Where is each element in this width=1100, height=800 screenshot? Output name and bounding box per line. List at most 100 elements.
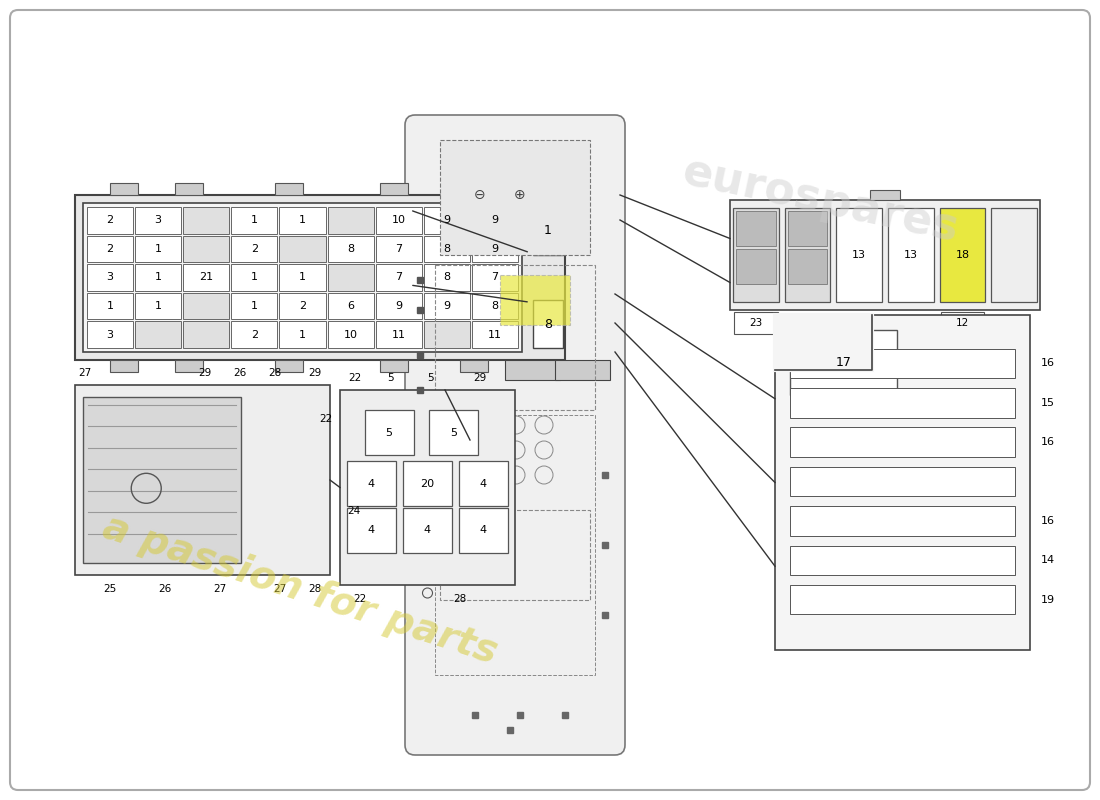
Bar: [424, 322, 470, 348]
Bar: [790, 427, 1015, 457]
Bar: [790, 506, 1015, 536]
Text: 8: 8: [544, 318, 552, 330]
Bar: [376, 293, 421, 319]
Bar: [75, 385, 330, 575]
Text: eurospares: eurospares: [678, 150, 962, 250]
Bar: [790, 388, 1015, 418]
Bar: [472, 264, 518, 291]
Text: 14: 14: [1041, 555, 1055, 566]
Bar: [403, 508, 452, 553]
Text: 3: 3: [107, 330, 113, 340]
Bar: [379, 183, 408, 195]
Text: 27: 27: [213, 584, 227, 594]
Text: 9: 9: [443, 215, 450, 226]
Text: 2: 2: [107, 215, 113, 226]
Bar: [279, 293, 326, 319]
Text: ⊖: ⊖: [474, 188, 486, 202]
Bar: [275, 360, 302, 372]
Text: 5: 5: [427, 373, 433, 383]
Text: 4: 4: [367, 478, 375, 489]
Bar: [184, 207, 229, 234]
Bar: [346, 461, 396, 506]
Bar: [556, 360, 610, 380]
Bar: [364, 410, 414, 455]
Bar: [82, 203, 522, 352]
Text: 1: 1: [544, 225, 552, 238]
Text: 8: 8: [492, 301, 498, 311]
Text: 4: 4: [480, 526, 487, 535]
Bar: [790, 330, 898, 395]
Text: 19: 19: [1041, 594, 1055, 605]
Bar: [231, 207, 277, 234]
Bar: [231, 293, 277, 319]
Bar: [788, 211, 827, 246]
Bar: [500, 275, 570, 325]
Bar: [888, 208, 934, 302]
Text: 28: 28: [308, 584, 321, 594]
Text: 1: 1: [299, 273, 306, 282]
Text: 17: 17: [836, 356, 851, 369]
Bar: [460, 360, 488, 372]
Bar: [776, 315, 872, 370]
Text: 4: 4: [367, 526, 375, 535]
Bar: [534, 207, 563, 255]
Text: 2: 2: [251, 244, 258, 254]
Bar: [870, 190, 900, 200]
Bar: [403, 461, 452, 506]
Text: 1: 1: [155, 244, 162, 254]
Text: 12: 12: [956, 318, 969, 328]
Text: 26: 26: [158, 584, 172, 594]
Text: 23: 23: [749, 318, 762, 328]
Bar: [376, 207, 421, 234]
Text: 9: 9: [395, 301, 403, 311]
Text: 13: 13: [852, 250, 866, 260]
Bar: [440, 140, 590, 255]
Bar: [776, 315, 1030, 650]
Bar: [733, 208, 779, 302]
Bar: [790, 349, 1015, 378]
Text: 1: 1: [155, 273, 162, 282]
Bar: [175, 360, 204, 372]
Bar: [379, 360, 408, 372]
Text: 6: 6: [348, 301, 354, 311]
Bar: [184, 264, 229, 291]
Bar: [790, 546, 1015, 575]
Bar: [434, 265, 595, 410]
Bar: [328, 207, 374, 234]
Bar: [87, 293, 133, 319]
Bar: [472, 322, 518, 348]
Text: 5: 5: [385, 428, 393, 438]
Text: 16: 16: [1041, 437, 1055, 447]
Bar: [110, 183, 138, 195]
Bar: [734, 312, 778, 334]
Bar: [836, 208, 882, 302]
Bar: [736, 211, 776, 246]
Bar: [472, 235, 518, 262]
Bar: [534, 300, 563, 348]
Text: 5: 5: [387, 373, 394, 383]
Text: 2: 2: [251, 330, 258, 340]
Text: 1: 1: [251, 215, 257, 226]
FancyBboxPatch shape: [405, 115, 625, 755]
Text: 29: 29: [198, 368, 211, 378]
Bar: [135, 235, 182, 262]
Text: 22: 22: [349, 373, 362, 383]
Bar: [75, 195, 565, 360]
Bar: [231, 264, 277, 291]
Bar: [135, 264, 182, 291]
Bar: [940, 312, 984, 334]
Text: ⊕: ⊕: [514, 188, 526, 202]
Bar: [346, 508, 396, 553]
Bar: [790, 585, 1015, 614]
Bar: [459, 461, 508, 506]
Bar: [184, 235, 229, 262]
Bar: [328, 293, 374, 319]
Text: 15: 15: [1041, 398, 1055, 408]
Text: 16: 16: [1041, 516, 1055, 526]
Bar: [790, 466, 1015, 496]
Bar: [730, 200, 1040, 310]
Text: 8: 8: [443, 244, 450, 254]
Text: 7: 7: [395, 273, 403, 282]
Text: 22: 22: [319, 414, 332, 424]
Bar: [279, 207, 326, 234]
